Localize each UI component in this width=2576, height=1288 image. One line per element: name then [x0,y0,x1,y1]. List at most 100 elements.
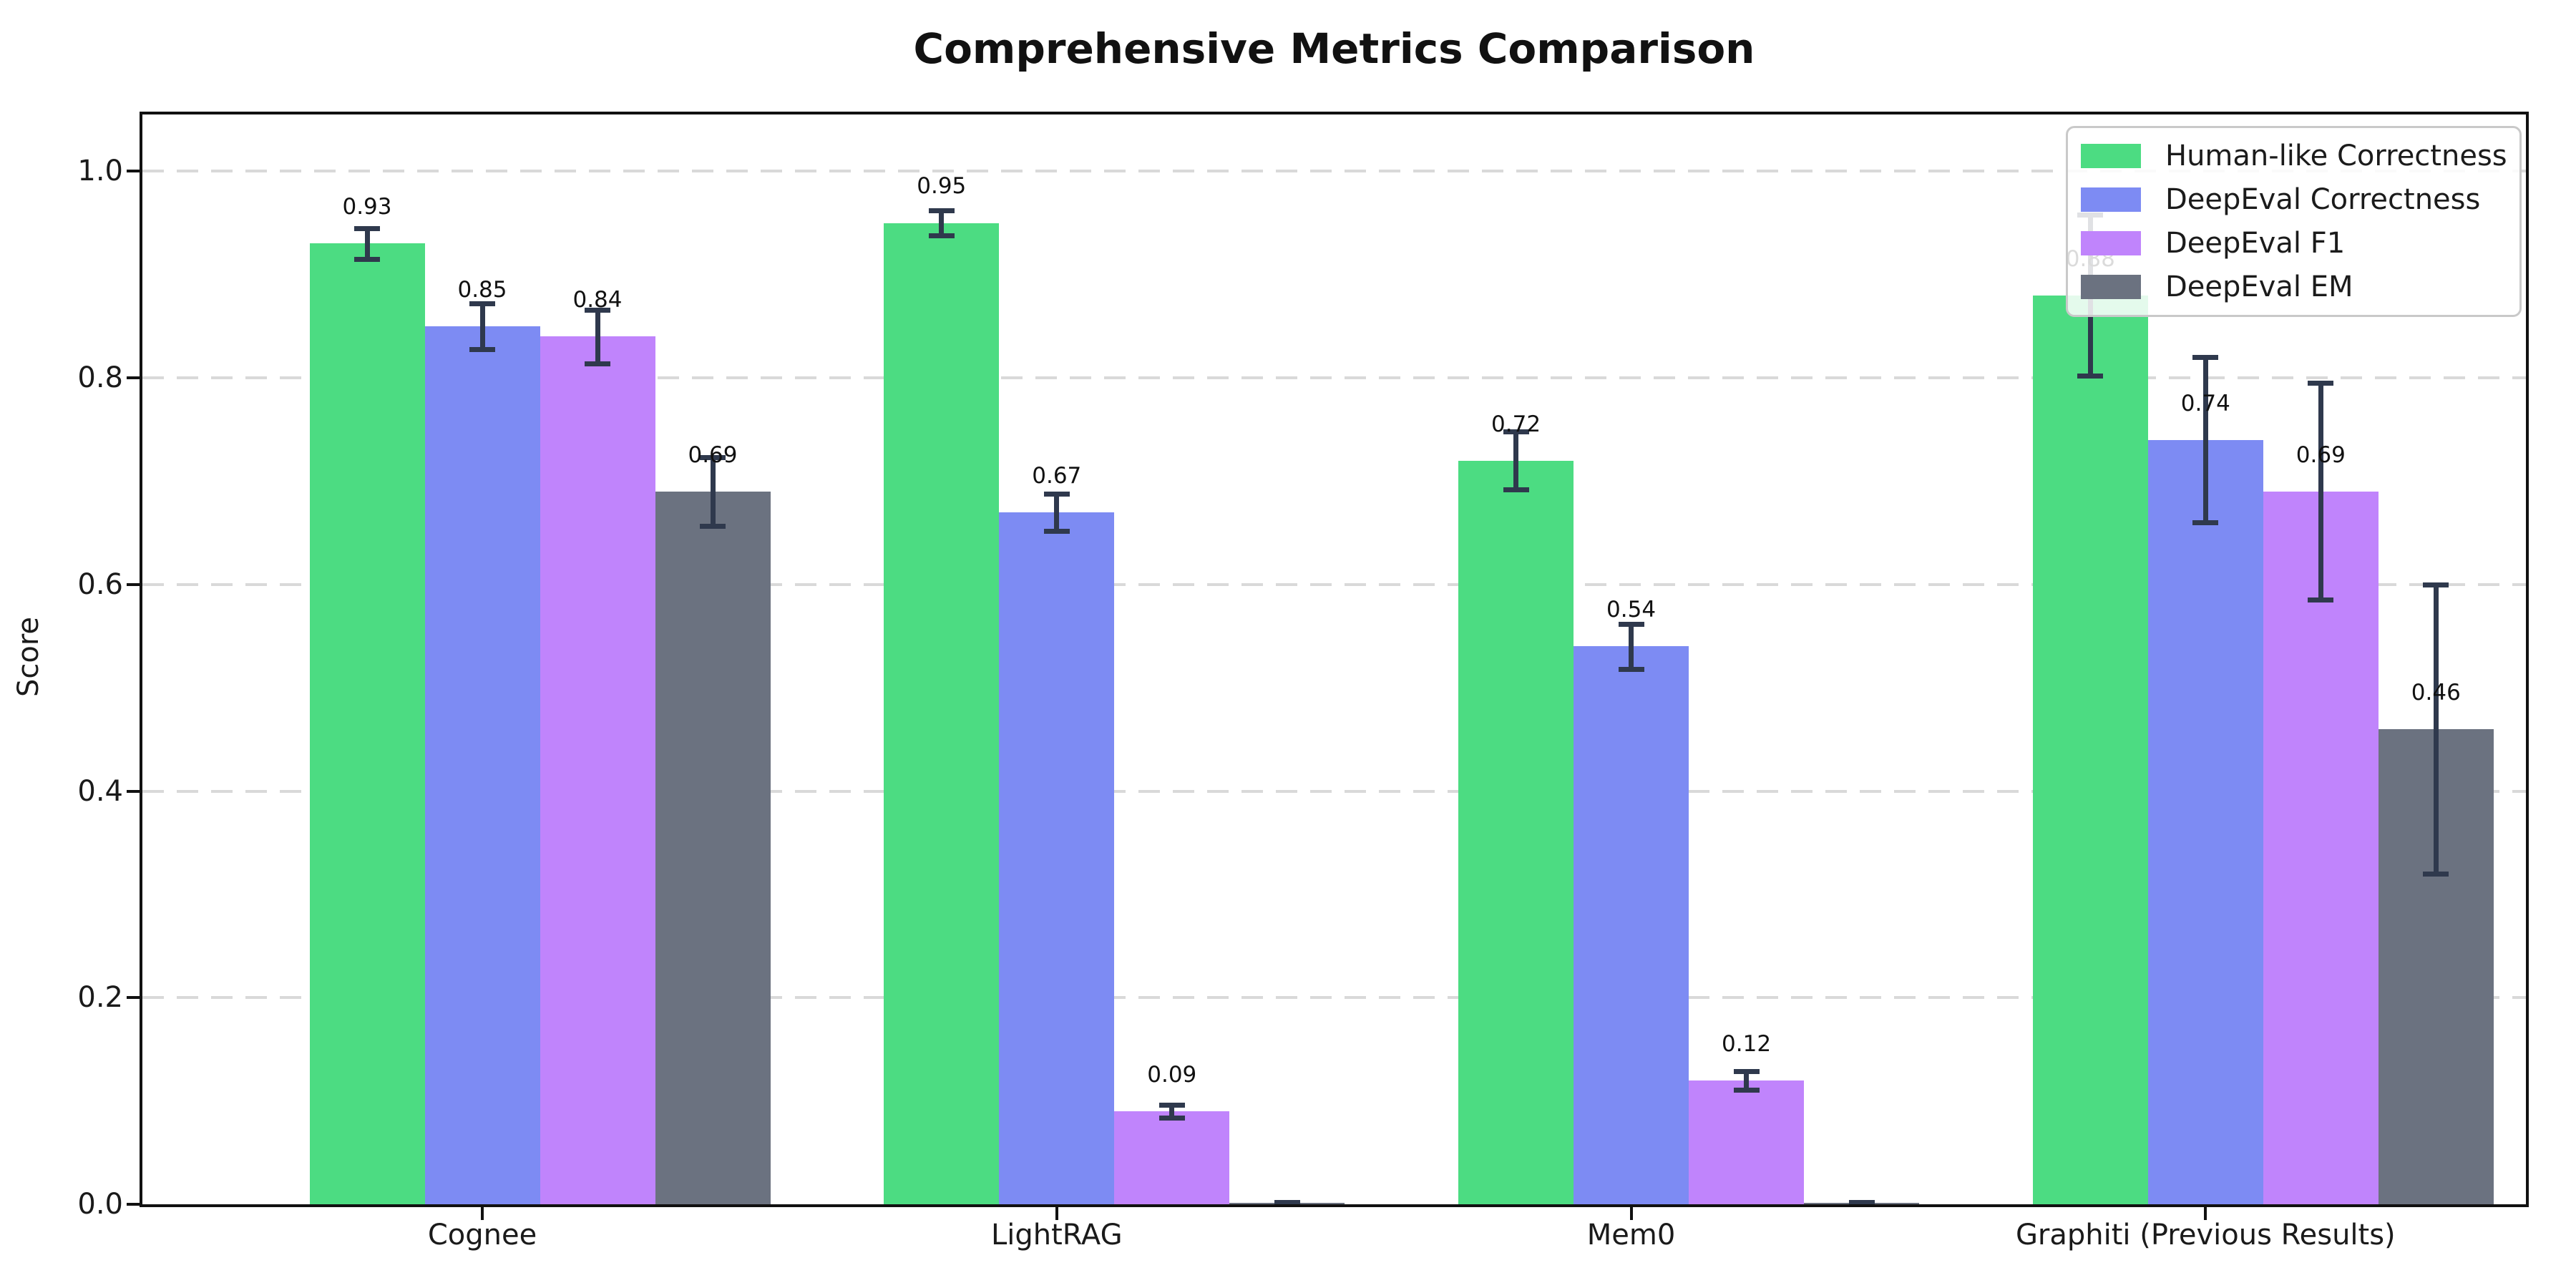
legend-item: DeepEval EM [2081,270,2512,303]
bar-value-label: 0.69 [688,441,738,468]
x-tick-mark [481,1207,484,1220]
y-tick-label: 0.2 [77,981,123,1015]
y-tick-label: 0.8 [77,361,123,395]
x-tick-mark [1055,1207,1058,1220]
bar [655,491,771,1204]
bar-value-label: 0.67 [1032,462,1082,489]
legend-label: DeepEval Correctness [2165,182,2481,216]
error-bar-cap-top [700,455,726,461]
legend-item: Human-like Correctness [2081,140,2512,172]
error-bar-line [939,210,945,235]
y-tick-label: 0.6 [77,567,123,601]
error-bar-line [710,457,716,526]
error-bar-cap-top [469,301,495,307]
legend-label: DeepEval F1 [2165,227,2346,260]
x-tick-mark [2204,1207,2207,1220]
error-bar-cap-bottom [2192,520,2219,526]
y-tick-mark [127,170,140,173]
legend: Human-like Correctness DeepEval Correctne… [2066,126,2522,317]
error-bar-cap-bottom [2423,872,2449,877]
legend-swatch-icon [2081,143,2141,168]
bar [884,223,1000,1204]
legend-swatch-icon [2081,275,2141,300]
y-tick-mark [127,789,140,793]
error-bar-cap-top [1733,1068,1760,1074]
y-tick-mark [127,376,140,380]
error-bar-cap-top [1848,1200,1875,1206]
error-bar-cap-top [928,208,955,214]
error-bar-line [595,309,600,364]
error-bar-cap-bottom [1043,528,1070,534]
bar-value-label: 0.85 [457,276,507,303]
bar [2263,491,2379,1204]
gridline [142,582,2526,586]
x-tick-mark [1629,1207,1633,1220]
error-bar-line [1169,1105,1175,1118]
bar [1458,460,1574,1204]
error-bar-line [2202,357,2208,523]
bar-value-label: 0.69 [2296,441,2346,468]
error-bar-line [2433,584,2439,874]
gridline [142,170,2526,173]
gridline [142,996,2526,1000]
legend-swatch-icon [2081,231,2141,256]
y-tick-mark [127,582,140,586]
legend-swatch-icon [2081,187,2141,212]
error-bar-cap-bottom [928,233,955,238]
error-bar-cap-top [2308,381,2334,386]
error-bar-line [1744,1070,1750,1090]
error-bar-cap-bottom [585,361,610,366]
error-bar-cap-bottom [354,257,380,263]
x-tick-label: LightRAG [990,1219,1123,1252]
bar-value-label: 0.72 [1491,411,1541,437]
x-tick-label: Graphiti (Previous Results) [2015,1219,2396,1252]
error-bar-cap-bottom [469,346,495,352]
error-bar-cap-top [2192,355,2219,361]
error-bar-cap-top [2423,582,2449,587]
bar [2147,439,2263,1204]
error-bar-cap-bottom [1503,487,1529,493]
error-bar-cap-bottom [1733,1087,1760,1093]
error-bar-cap-bottom [1618,667,1644,673]
bar [424,326,540,1204]
error-bar-cap-top [1618,621,1644,627]
bar-value-label: 0.54 [1606,597,1657,623]
bar [540,336,655,1204]
bar-value-label: 0.09 [1147,1061,1197,1088]
error-bar-line [2318,383,2323,600]
error-bar-cap-top [1043,491,1070,497]
bar [1689,1080,1805,1204]
error-bar-cap-bottom [2308,597,2334,603]
bar [1114,1111,1230,1204]
chart-title: Comprehensive Metrics Comparison [913,24,1755,73]
error-bar-cap-top [1158,1103,1185,1108]
y-tick-label: 0.4 [77,774,123,808]
error-bar-cap-top [1503,429,1529,435]
error-bar-cap-top [1274,1200,1300,1206]
error-bar-line [479,303,485,349]
bar [999,512,1115,1204]
error-bar-cap-top [585,307,610,313]
legend-item: DeepEval Correctness [2081,183,2512,216]
y-tick-mark [127,996,140,1000]
y-tick-label: 0.0 [77,1188,123,1221]
bar [309,243,425,1204]
gridline [142,789,2526,793]
error-bar-cap-bottom [700,523,726,529]
bar-value-label: 0.12 [1722,1030,1772,1057]
bar-value-label: 0.95 [917,173,967,200]
legend-label: DeepEval EM [2165,270,2353,304]
error-bar-line [1629,623,1634,670]
bar-value-label: 0.46 [2411,679,2461,706]
error-bar-line [364,228,370,260]
error-bar-cap-bottom [1158,1115,1185,1121]
error-bar-cap-top [354,225,380,231]
x-tick-label: Mem0 [1586,1219,1676,1252]
x-tick-label: Cognee [427,1219,537,1252]
y-tick-label: 1.0 [77,155,123,188]
error-bar-cap-bottom [2077,374,2104,379]
gridline [142,376,2526,380]
y-tick-mark [127,1203,140,1206]
error-bar-line [1054,493,1060,531]
